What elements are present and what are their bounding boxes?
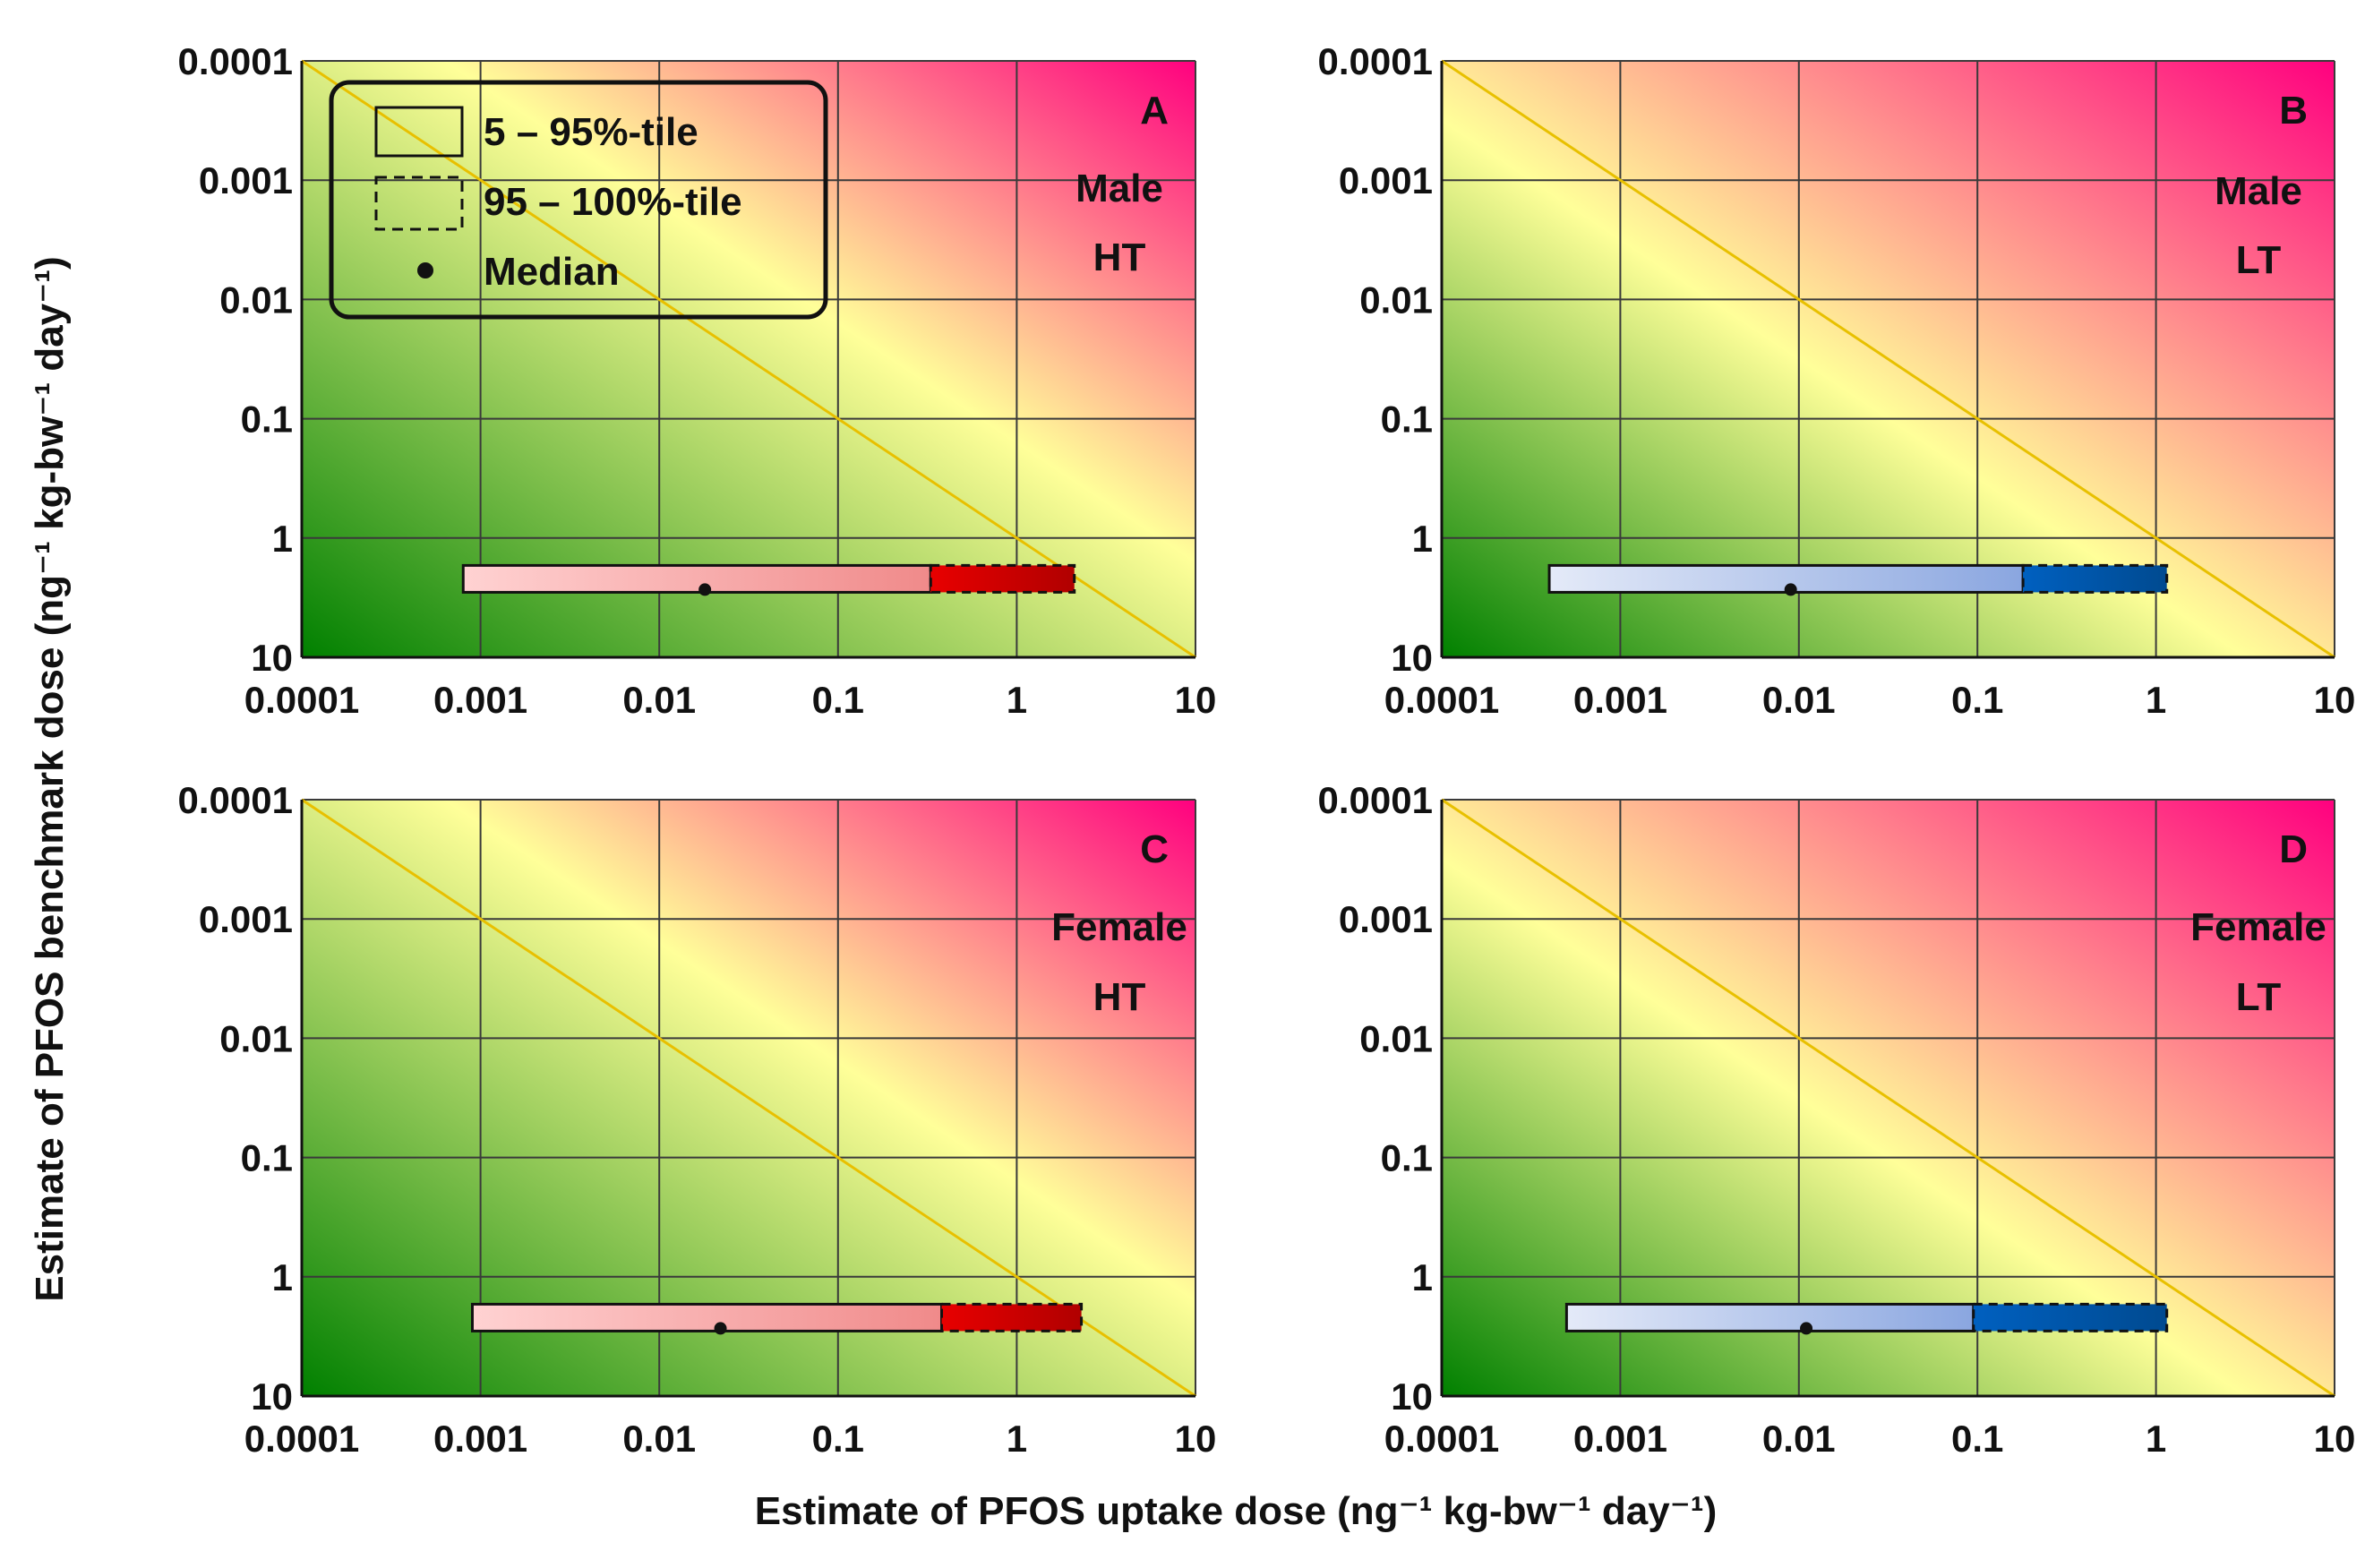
panel-D: 0.0001 0.001 0.01 0.1 1 100.00010.0010.010.11… <box>1318 779 2356 1460</box>
y-tick-label: 10 <box>251 1375 293 1418</box>
panel-C: 0.0001 0.001 0.01 0.1 1 100.00010.0010.010.11… <box>178 779 1217 1460</box>
y-tick-label: 10 <box>1391 637 1433 679</box>
panel-A: 0.0001 0.001 0.01 0.1 1 100.00010.0010.010.11… <box>178 40 1217 721</box>
threshold-line <box>1441 798 2335 1398</box>
legend-median-dot <box>417 262 433 278</box>
x-tick-label: 0.0001 <box>1384 679 1499 721</box>
x-tick-label: 0.0001 <box>244 1418 359 1460</box>
y-tick-label: 0.0001 <box>178 40 293 82</box>
panel-group-label: LT <box>2236 238 2282 282</box>
bar-95-100-percentile <box>2021 563 2169 594</box>
x-tick-label: 0.0001 <box>244 679 359 721</box>
y-tick-label: 0.001 <box>199 159 293 201</box>
panel-sex-label: Male <box>1075 167 1163 210</box>
panel-group-label: HT <box>1093 975 1146 1019</box>
x-tick-label: 10 <box>1175 1418 1217 1460</box>
y-tick-label: 0.001 <box>199 898 293 940</box>
y-tick-label: 1 <box>272 518 293 560</box>
y-tick-label: 0.1 <box>1381 1137 1433 1179</box>
x-tick-label: 0.001 <box>1573 1418 1667 1460</box>
median-point <box>1784 583 1797 596</box>
legend: 5 – 95%-tile 95 – 100%-tile Median <box>329 80 828 320</box>
panel-sex-label: Female <box>2190 905 2326 949</box>
x-tick-label: 0.001 <box>1573 679 1667 721</box>
panel-letter: D <box>2279 827 2308 871</box>
y-tick-label: 0.01 <box>219 278 293 321</box>
y-tick-label: 0.0001 <box>1318 779 1433 821</box>
panel-letter: B <box>2279 89 2308 133</box>
x-tick-label: 1 <box>1007 1418 1027 1460</box>
x-tick-label: 0.001 <box>433 679 527 721</box>
y-tick-label: 0.001 <box>1339 159 1433 201</box>
y-tick-label: 10 <box>1391 1375 1433 1418</box>
x-tick-label: 10 <box>1175 679 1217 721</box>
x-tick-label: 1 <box>2146 1418 2166 1460</box>
panel-letter: C <box>1140 827 1169 871</box>
x-tick-label: 0.0001 <box>1384 1418 1499 1460</box>
x-tick-label: 0.01 <box>1762 679 1836 721</box>
x-tick-label: 0.1 <box>1951 1418 2003 1460</box>
median-point <box>714 1322 727 1335</box>
y-tick-label: 0.1 <box>1381 398 1433 441</box>
y-tick-label: 0.0001 <box>1318 40 1433 82</box>
panel-letter: A <box>1140 89 1169 133</box>
panel-B: 0.0001 0.001 0.01 0.1 1 100.00010.0010.010.11… <box>1318 40 2356 721</box>
panel-group-label: LT <box>2236 975 2282 1019</box>
x-axis-title: Estimate of PFOS uptake dose (ng⁻¹ kg-bw… <box>755 1489 1717 1533</box>
x-tick-label: 10 <box>2314 1418 2356 1460</box>
legend-swatch-dashed <box>374 176 464 231</box>
panel-group-label: HT <box>1093 236 1146 279</box>
x-tick-label: 1 <box>1007 679 1027 721</box>
legend-label-95-100: 95 – 100%-tile <box>484 180 742 224</box>
bar-5-95-percentile <box>470 1302 944 1332</box>
x-tick-label: 0.001 <box>433 1418 527 1460</box>
panels: 0.0001 0.001 0.01 0.1 1 100.00010.0010.010.11… <box>178 40 2356 1460</box>
bar-95-100-percentile <box>929 563 1076 594</box>
y-tick-label: 0.01 <box>1359 1017 1433 1059</box>
bar-95-100-percentile <box>1972 1302 2169 1332</box>
x-tick-label: 10 <box>2314 679 2356 721</box>
x-tick-label: 1 <box>2146 679 2166 721</box>
legend-label-median: Median <box>484 250 620 294</box>
x-tick-label: 0.01 <box>1762 1418 1836 1460</box>
panel-sex-label: Female <box>1051 905 1187 949</box>
y-tick-label: 0.0001 <box>178 779 293 821</box>
threshold-line <box>301 798 1196 1398</box>
y-tick-label: 0.1 <box>241 398 293 441</box>
bar-95-100-percentile <box>940 1302 1084 1332</box>
threshold-line <box>1441 59 2335 659</box>
median-point <box>698 583 712 596</box>
y-tick-label: 1 <box>272 1256 293 1298</box>
y-tick-label: 10 <box>251 637 293 679</box>
panel-sex-label: Male <box>2215 169 2302 213</box>
y-tick-label: 1 <box>1412 1256 1433 1298</box>
y-tick-label: 0.01 <box>1359 278 1433 321</box>
legend-label-5-95: 5 – 95%-tile <box>484 110 698 154</box>
x-tick-label: 0.1 <box>1951 679 2003 721</box>
y-tick-label: 0.01 <box>219 1017 293 1059</box>
bar-5-95-percentile <box>1564 1302 1975 1332</box>
median-point <box>1800 1322 1813 1335</box>
y-axis-title: Estimate of PFOS benchmark dose (ng⁻¹ kg… <box>28 256 72 1301</box>
x-tick-label: 0.1 <box>812 679 864 721</box>
x-tick-label: 0.01 <box>622 679 696 721</box>
bar-5-95-percentile <box>461 563 932 594</box>
legend-swatch-solid <box>374 106 464 158</box>
y-tick-label: 0.1 <box>241 1137 293 1179</box>
threshold-line <box>301 59 1196 659</box>
y-tick-label: 1 <box>1412 518 1433 560</box>
legend-box <box>329 80 828 320</box>
x-tick-label: 0.1 <box>812 1418 864 1460</box>
x-tick-label: 0.01 <box>622 1418 696 1460</box>
y-tick-label: 0.001 <box>1339 898 1433 940</box>
